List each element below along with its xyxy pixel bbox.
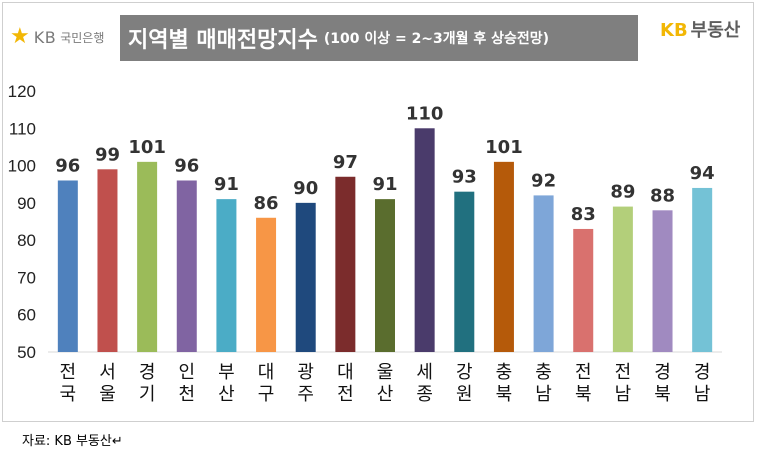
y-tick-label: 110 (9, 119, 36, 138)
data-label: 101 (485, 137, 523, 158)
star-icon: ★ (10, 24, 30, 49)
bar-경남 (692, 187, 713, 352)
bank-name-text: 국민은행 (60, 30, 105, 45)
bar-충북 (493, 161, 514, 352)
y-tick-label: 120 (8, 82, 36, 101)
bar-강원 (454, 191, 475, 352)
x-tick-label: 경 (654, 362, 671, 383)
x-tick-label: 강 (456, 362, 473, 383)
bar-울산 (375, 199, 395, 352)
bar-경북 (652, 210, 673, 352)
data-label: 96 (55, 155, 80, 176)
data-label: 89 (610, 182, 635, 203)
y-tick-label: 50 (17, 343, 36, 362)
kb-bank-logo: ★ KB 국민은행 (10, 26, 104, 48)
data-label: 99 (95, 144, 120, 165)
x-tick-label: 산 (218, 384, 235, 405)
x-tick-label: 광 (297, 362, 314, 383)
x-tick-label: 충 (496, 362, 513, 383)
x-tick-label: 기 (139, 384, 156, 405)
x-tick-label: 북 (575, 384, 592, 405)
x-tick-label: 주 (297, 384, 314, 405)
x-tick-label: 북 (654, 384, 671, 405)
x-tick-label: 세 (416, 362, 433, 383)
kb-real-estate-logo: KB 부동산 (660, 16, 740, 42)
bar-전남 (612, 206, 633, 352)
x-tick-label: 울 (99, 384, 116, 405)
x-tick-label: 경 (694, 362, 711, 383)
data-label: 97 (333, 152, 358, 173)
bar-서울 (97, 169, 118, 352)
bar-부산 (216, 199, 237, 352)
x-tick-label: 충 (535, 362, 552, 383)
x-tick-label: 원 (456, 384, 473, 405)
y-tick-label: 90 (17, 194, 36, 213)
bar-전국 (57, 180, 78, 352)
y-tick-label: 70 (17, 268, 36, 287)
x-tick-label: 남 (615, 384, 632, 405)
x-tick-label: 경 (139, 362, 156, 383)
data-label: 90 (293, 178, 318, 199)
x-tick-label: 대 (258, 362, 275, 383)
kb-real-estate-kb: KB (660, 20, 688, 41)
bar-전북 (573, 228, 594, 352)
bar-충남 (533, 195, 554, 352)
data-label: 83 (571, 204, 596, 225)
data-label: 94 (690, 163, 715, 184)
x-tick-label: 울 (377, 362, 394, 383)
y-tick-label: 80 (17, 231, 36, 250)
y-tick-label: 60 (17, 306, 36, 325)
kb-real-estate-text: 부동산 (690, 20, 741, 41)
data-label: 96 (174, 155, 199, 176)
x-tick-label: 북 (496, 384, 513, 405)
x-tick-label: 천 (178, 384, 195, 405)
x-tick-label: 종 (416, 384, 433, 405)
x-tick-label: 산 (377, 384, 394, 405)
data-label: 88 (650, 185, 675, 206)
x-tick-label: 대 (337, 362, 354, 383)
data-label: 101 (128, 137, 166, 158)
data-label: 86 (254, 193, 279, 214)
x-tick-label: 남 (535, 384, 552, 405)
x-tick-label: 남 (694, 384, 711, 405)
x-tick-label: 부 (218, 362, 235, 383)
x-tick-label: 인 (178, 362, 195, 383)
x-tick-label: 전 (575, 362, 592, 383)
x-tick-label: 전 (337, 384, 354, 405)
data-label: 91 (214, 174, 239, 195)
y-tick-label: 100 (8, 157, 36, 176)
chart-subtitle: (100 이상 = 2~3개월 후 상승전망) (323, 31, 550, 47)
data-label: 92 (531, 170, 556, 191)
chart-title: 지역별 매매전망지수 (128, 28, 318, 53)
x-tick-label: 국 (60, 384, 77, 405)
source-note: 자료: KB 부동산↵ (22, 434, 123, 449)
bar-세종 (414, 128, 435, 352)
chart-title-box: 지역별 매매전망지수 (100 이상 = 2~3개월 후 상승전망) (120, 15, 638, 61)
bar-인천 (176, 180, 197, 352)
x-tick-label: 구 (258, 384, 275, 405)
x-tick-label: 전 (60, 362, 77, 383)
x-tick-label: 서 (99, 362, 116, 383)
bar-대구 (256, 217, 277, 352)
kb-logo-text: KB (33, 27, 57, 47)
bar-광주 (295, 202, 316, 352)
data-label: 93 (452, 167, 477, 188)
x-tick-label: 전 (615, 362, 632, 383)
data-label: 110 (406, 103, 444, 124)
bar-경기 (137, 161, 158, 352)
data-label: 91 (372, 174, 397, 195)
bar-대전 (335, 176, 356, 352)
